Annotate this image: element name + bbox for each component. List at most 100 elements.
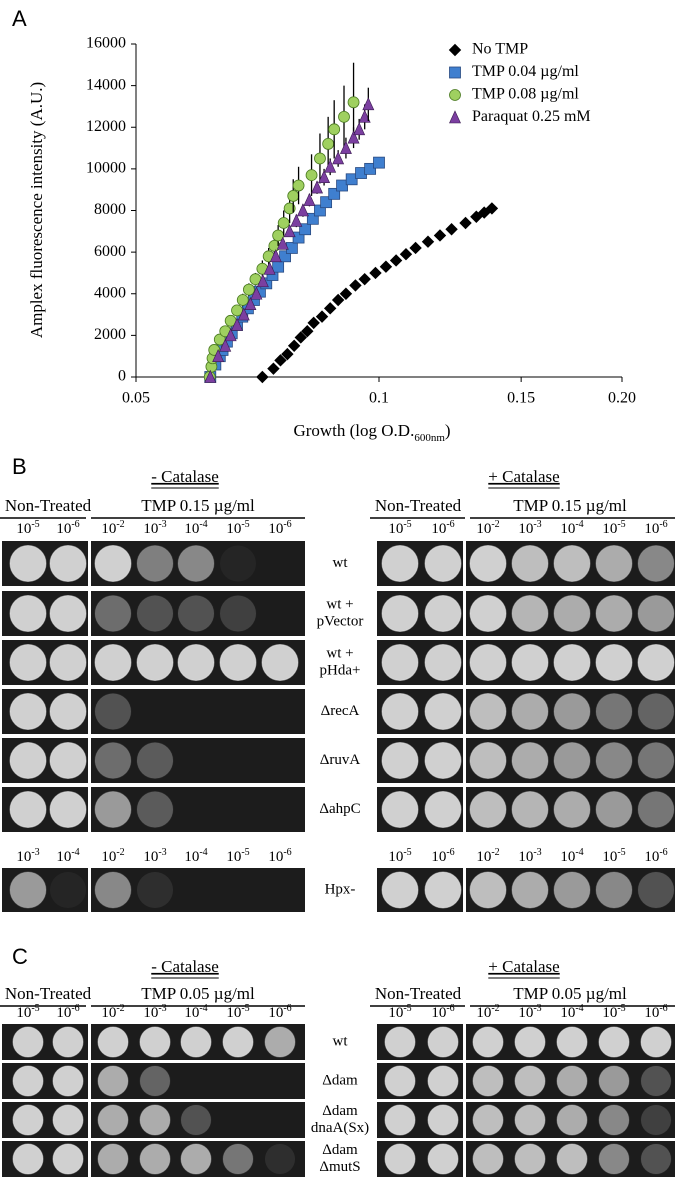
dilution-base: 10: [476, 521, 491, 537]
dilution-exponent: -4: [199, 847, 207, 858]
dilution-label: 10-6: [268, 847, 291, 866]
growth-spot: [469, 644, 507, 681]
growth-spot: [49, 595, 87, 632]
dilution-base: 10: [16, 849, 31, 865]
dilution-label: 10-3: [143, 519, 166, 538]
growth-spot: [9, 545, 47, 582]
growth-spot: [94, 871, 132, 909]
growth-spot: [595, 693, 633, 730]
growth-spot: [598, 1026, 630, 1058]
dilution-exponent: -5: [403, 519, 411, 530]
condition-header: - Catalase: [151, 957, 219, 976]
strain-label: wt +: [326, 596, 353, 612]
growth-spot: [553, 791, 591, 828]
dilution-base: 10: [184, 1005, 199, 1021]
growth-spot: [469, 595, 507, 632]
dilution-base: 10: [101, 1005, 116, 1021]
strain-label: ΔahpC: [319, 801, 360, 817]
marker: [287, 190, 300, 202]
growth-spot: [137, 872, 173, 908]
dilution-exponent: -5: [403, 847, 411, 858]
dilution-label: 10-5: [602, 847, 625, 866]
dilution-exponent: -6: [283, 519, 291, 530]
dilution-label: 10-2: [476, 519, 499, 538]
dilution-exponent: -6: [659, 1003, 667, 1014]
dilution-exponent: -4: [575, 1003, 583, 1014]
growth-spot: [427, 1026, 459, 1058]
dilution-label: 10-5: [16, 519, 39, 538]
strain-label: ΔruvA: [320, 752, 361, 768]
dilution-label: 10-2: [101, 847, 124, 866]
dilution-label: 10-4: [560, 1003, 583, 1022]
dilution-base: 10: [518, 849, 533, 865]
y-axis-label: Amplex fluorescence intensity (A.U.): [27, 82, 46, 338]
dilution-exponent: -6: [283, 847, 291, 858]
legend-marker: [448, 43, 462, 57]
dilution-label: 10-6: [644, 847, 667, 866]
dilution-base: 10: [101, 849, 116, 865]
column-group-header: Non-Treated: [375, 984, 462, 1003]
growth-spot: [381, 693, 419, 730]
growth-spot: [261, 644, 299, 681]
dilution-base: 10: [560, 1005, 575, 1021]
marker: [349, 279, 362, 292]
growth-spot: [595, 742, 633, 779]
marker: [243, 283, 255, 296]
dilution-base: 10: [388, 849, 403, 865]
growth-spot: [514, 1143, 546, 1175]
dilution-exponent: -6: [71, 1003, 79, 1014]
strain-label: wt: [333, 555, 349, 571]
growth-spot: [180, 1104, 212, 1136]
dilution-exponent: -6: [446, 1003, 454, 1014]
growth-spot: [136, 791, 174, 828]
dilution-label: 10-3: [518, 1003, 541, 1022]
marker: [290, 213, 303, 227]
dilution-base: 10: [143, 521, 158, 537]
growth-spot: [556, 1104, 588, 1136]
growth-spot: [12, 1026, 44, 1058]
marker: [389, 254, 403, 267]
dilution-exponent: -3: [158, 519, 166, 530]
dilution-base: 10: [431, 849, 446, 865]
dilution-exponent: -6: [71, 519, 79, 530]
marker: [345, 173, 358, 186]
dilution-base: 10: [602, 521, 617, 537]
marker: [306, 212, 319, 225]
dilution-base: 10: [56, 521, 71, 537]
marker: [322, 137, 335, 150]
strain-label: Hpx-: [325, 881, 356, 897]
dilution-exponent: -5: [241, 519, 249, 530]
dilution-base: 10: [16, 521, 31, 537]
dilution-base: 10: [56, 849, 71, 865]
dilution-exponent: -5: [31, 519, 39, 530]
dilution-label: 10-6: [644, 519, 667, 538]
marker: [347, 130, 360, 144]
growth-spot: [9, 595, 47, 632]
marker: [204, 369, 217, 383]
dilution-base: 10: [143, 1005, 158, 1021]
dilution-label: 10-6: [268, 1003, 291, 1022]
marker: [478, 206, 491, 219]
strain-label: Δdam: [322, 1142, 358, 1158]
marker: [328, 123, 341, 136]
plate: [91, 591, 305, 636]
dilution-label: 10-2: [101, 519, 124, 538]
marker: [237, 307, 250, 321]
strain-label: Δdam: [322, 1103, 358, 1119]
growth-spot: [553, 871, 591, 909]
growth-spot: [136, 545, 174, 582]
growth-spot: [12, 1143, 44, 1175]
growth-spot: [514, 1026, 546, 1058]
dilution-base: 10: [101, 521, 116, 537]
marker: [421, 235, 435, 248]
dilution-base: 10: [560, 521, 575, 537]
dilution-label: 10-2: [101, 1003, 124, 1022]
strain-label: ΔmutS: [319, 1159, 360, 1175]
marker: [276, 236, 289, 250]
legend-marker: [449, 89, 461, 101]
dilution-base: 10: [431, 521, 446, 537]
growth-spot: [424, 545, 462, 582]
column-group-header: Non-Treated: [375, 496, 462, 515]
legend-marker: [449, 66, 461, 79]
